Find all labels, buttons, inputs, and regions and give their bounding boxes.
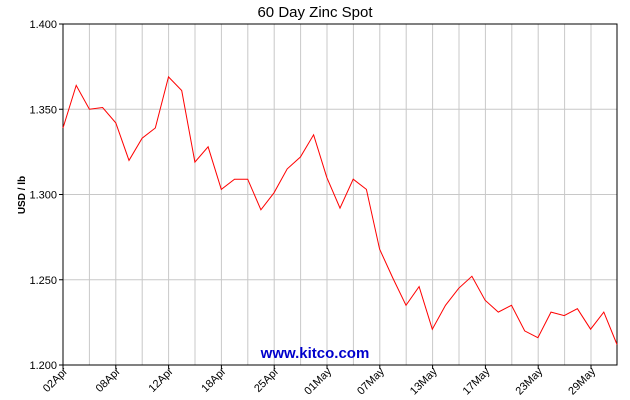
y-tick-label: 1.200 (29, 360, 57, 372)
x-tick-label: 23May (513, 365, 545, 397)
watermark-text: www.kitco.com (260, 345, 370, 362)
chart-title: 60 Day Zinc Spot (257, 4, 373, 21)
y-tick-label: 1.250 (29, 275, 57, 287)
x-tick-label: 12Apr (146, 365, 175, 394)
y-tick-label: 1.300 (29, 190, 57, 202)
x-tick-label: 25Apr (252, 365, 281, 394)
x-tick-label: 29May (566, 365, 598, 397)
y-tick-label: 1.400 (29, 19, 57, 31)
x-tick-label: 08Apr (94, 365, 123, 394)
x-tick-label: 01May (302, 365, 334, 397)
x-axis: 02Apr 08Apr 12Apr 18Apr 25Apr 01May 07May 13May… (41, 365, 598, 397)
gridlines (62, 23, 617, 366)
x-tick-label: 07May (355, 365, 387, 397)
x-tick-label: 13May (408, 365, 440, 397)
series-line-zinc (62, 75, 618, 345)
x-tick-label: 17May (461, 365, 493, 397)
x-tick-label: 18Apr (199, 365, 228, 394)
y-axis: 1.200 1.250 1.300 1.350 1.400 (29, 19, 63, 372)
y-tick-label: 1.350 (29, 104, 57, 116)
y-axis-label: USD / lb (17, 176, 28, 214)
